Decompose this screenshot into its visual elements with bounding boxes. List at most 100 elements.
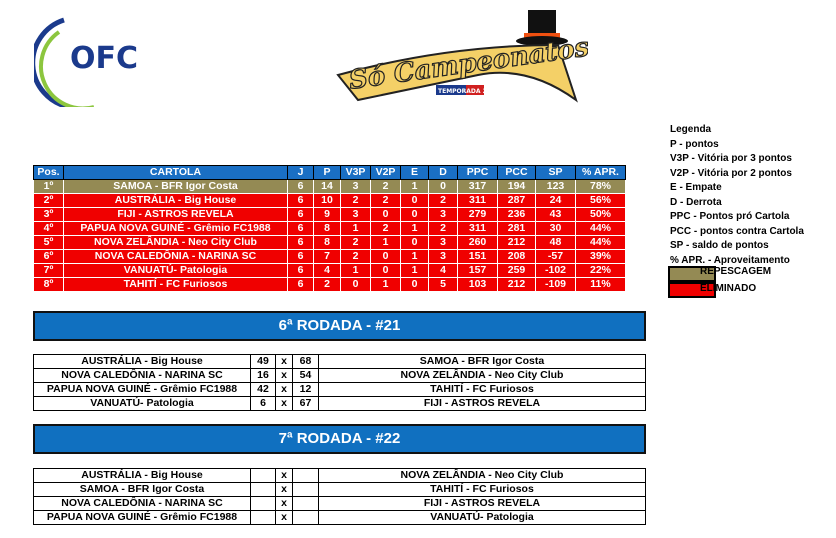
table-cell: -57 — [535, 249, 576, 264]
legend-title: Legenda — [670, 124, 712, 135]
away-score: 54 — [292, 368, 319, 383]
away-team: NOVA ZELÂNDIA - Neo City Club — [318, 368, 646, 383]
versus-separator: x — [275, 396, 293, 411]
table-row: 7º VANUATÚ- Patologia 6 4 1 0 1 4 157 259 -102 22% — [33, 263, 626, 278]
table-cell: 1 — [370, 277, 401, 292]
match-row: VANUATÚ- Patologia 6 x 67 FIJI - ASTROS REVE… — [33, 396, 646, 411]
legend-item: PCC - pontos contra Cartola — [670, 225, 804, 237]
table-cell: 10 — [313, 193, 341, 208]
table-cell: 6 — [287, 263, 314, 278]
eliminado-swatch — [668, 282, 716, 298]
table-cell: 1 — [370, 235, 401, 250]
table-header: Pos. CARTOLA J P V3P V2P E D PPC PCC SP% APR. — [33, 165, 626, 180]
column-header: CARTOLA — [63, 165, 288, 180]
table-cell: 6 — [287, 235, 314, 250]
table-cell: 6 — [287, 179, 314, 194]
table-cell: 43 — [535, 207, 576, 222]
eliminado-label: ELIMINADO — [700, 283, 757, 294]
table-cell: 44% — [575, 235, 626, 250]
away-score — [292, 468, 319, 483]
table-cell: 279 — [457, 207, 498, 222]
table-cell: 1 — [400, 249, 429, 264]
table-cell: PAPUA NOVA GUINÉ - Grêmio FC1988 — [63, 221, 288, 236]
table-cell: 317 — [457, 179, 498, 194]
away-score: 68 — [292, 354, 319, 369]
home-score: 6 — [250, 396, 276, 411]
home-team: AUSTRÁLIA - Big House — [33, 468, 251, 483]
home-team: SAMOA - BFR Igor Costa — [33, 482, 251, 497]
match-row: PAPUA NOVA GUINÉ - Grêmio FC1988 x VANUATÚ… — [33, 510, 646, 525]
table-cell: 2 — [340, 235, 371, 250]
table-row: 8º TAHITÍ - FC Furiosos 6 2 0 1 0 5 103 212 -109 11… — [33, 277, 626, 292]
legend-item: SP - saldo de pontos — [670, 240, 769, 251]
repescagem-label: REPESCAGEM — [700, 266, 772, 277]
table-cell: 212 — [497, 277, 536, 292]
home-team: PAPUA NOVA GUINÉ - Grêmio FC1988 — [33, 510, 251, 525]
home-score: 49 — [250, 354, 276, 369]
table-cell: 1 — [400, 263, 429, 278]
table-cell: 3 — [340, 179, 371, 194]
table-cell: 151 — [457, 249, 498, 264]
table-cell: 44% — [575, 221, 626, 236]
away-team: TAHITÍ - FC Furiosos — [318, 482, 646, 497]
table-cell: 8 — [313, 235, 341, 250]
match-row: PAPUA NOVA GUINÉ - Grêmio FC1988 42 x 12 TAH… — [33, 382, 646, 397]
legend-item: % APR. - Aproveitamento — [670, 254, 790, 266]
table-cell: 3º — [33, 207, 64, 222]
away-team: VANUATÚ- Patologia — [318, 510, 646, 525]
table-cell: 0 — [400, 207, 429, 222]
legend-item: P - pontos — [670, 138, 719, 150]
column-header: SP — [535, 165, 576, 180]
table-cell: 3 — [428, 207, 458, 222]
table-cell: 1 — [400, 221, 429, 236]
legend-item: PPC - Pontos pró Cartola — [670, 211, 790, 222]
so-campeonatos-logo: Só Campeonatos TEMPORADA 2016 — [328, 5, 592, 105]
table-cell: 4 — [313, 263, 341, 278]
table-cell: VANUATÚ- Patologia — [63, 263, 288, 278]
table-cell: 194 — [497, 179, 536, 194]
versus-separator: x — [275, 382, 293, 397]
table-cell: 7 — [313, 249, 341, 264]
away-score — [292, 496, 319, 511]
versus-separator: x — [275, 482, 293, 497]
table-row: 5º NOVA ZELÂNDIA - Neo City Club 6 8 2 1 0 3 260… — [33, 235, 626, 250]
column-header: PPC — [457, 165, 498, 180]
table-cell: 123 — [535, 179, 576, 194]
table-cell: 11% — [575, 277, 626, 292]
legend-item: V2P - Vitória por 2 pontos — [670, 167, 792, 179]
home-score — [250, 468, 276, 483]
round-6-matches: AUSTRÁLIA - Big House 49 x 68 SAMOA - BFR Ig… — [33, 354, 646, 411]
table-cell: 2º — [33, 193, 64, 208]
legend-item: V3P - Vitória por 3 pontos — [670, 153, 792, 164]
away-team: SAMOA - BFR Igor Costa — [318, 354, 646, 369]
column-header: V3P — [340, 165, 371, 180]
table-cell: 1 — [340, 263, 371, 278]
table-cell: 212 — [497, 235, 536, 250]
match-row: AUSTRÁLIA - Big House 49 x 68 SAMOA - BFR Ig… — [33, 354, 646, 369]
table-cell: 5 — [428, 277, 458, 292]
home-score — [250, 496, 276, 511]
away-score: 67 — [292, 396, 319, 411]
table-cell: FIJI - ASTROS REVELA — [63, 207, 288, 222]
table-cell: 2 — [370, 221, 401, 236]
home-team: AUSTRÁLIA - Big House — [33, 354, 251, 369]
table-cell: 5º — [33, 235, 64, 250]
table-cell: 0 — [370, 249, 401, 264]
versus-separator: x — [275, 354, 293, 369]
table-cell: 2 — [428, 221, 458, 236]
home-team: VANUATÚ- Patologia — [33, 396, 251, 411]
table-cell: 6 — [287, 249, 314, 264]
table-cell: 0 — [370, 263, 401, 278]
table-cell: 311 — [457, 193, 498, 208]
home-team: NOVA CALEDÔNIA - NARINA SC — [33, 496, 251, 511]
standings-table: Pos. CARTOLA J P V3P V2P E D PPC PCC SP% APR. 1º SAM… — [33, 165, 626, 292]
column-header: J — [287, 165, 314, 180]
column-header: % APR. — [575, 165, 626, 180]
table-cell: 3 — [428, 249, 458, 264]
home-score — [250, 510, 276, 525]
svg-text:TEMPORADA 2016: TEMPORADA 2016 — [438, 88, 499, 95]
table-cell: TAHITÍ - FC Furiosos — [63, 277, 288, 292]
versus-separator: x — [275, 496, 293, 511]
table-cell: NOVA CALEDÔNIA - NARINA SC — [63, 249, 288, 264]
match-row: AUSTRÁLIA - Big House x NOVA ZELÂNDIA - Ne… — [33, 468, 646, 483]
